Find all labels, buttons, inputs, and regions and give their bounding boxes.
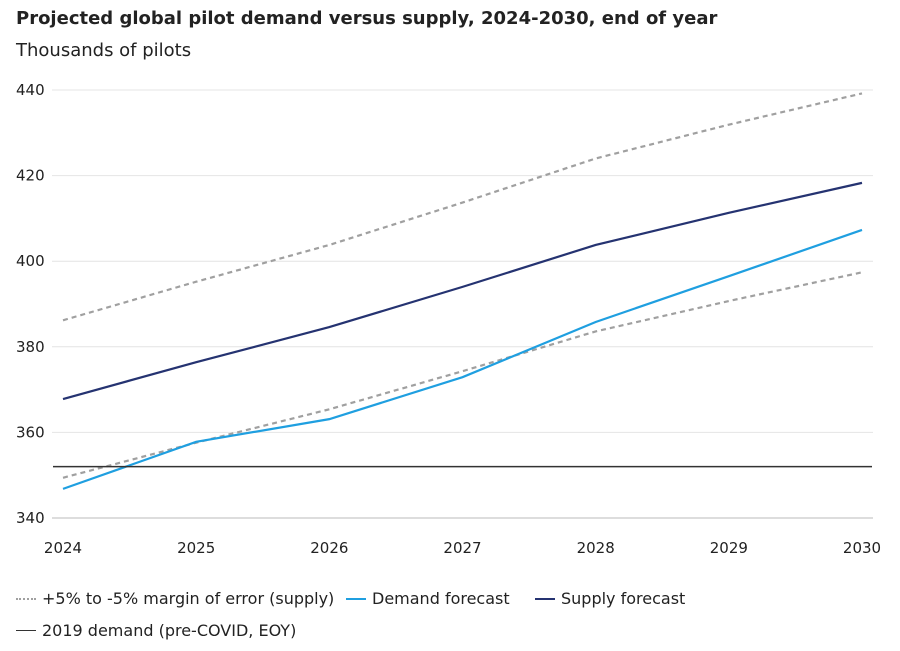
y-tick-label: 440 xyxy=(16,81,45,99)
x-tick-label: 2024 xyxy=(44,539,82,557)
legend-label: +5% to -5% margin of error (supply) xyxy=(42,589,335,608)
legend-label: 2019 demand (pre-COVID, EOY) xyxy=(42,621,297,640)
x-tick-label: 2025 xyxy=(177,539,215,557)
y-tick-label: 360 xyxy=(16,423,45,441)
x-tick-label: 2028 xyxy=(577,539,615,557)
x-tick-label: 2029 xyxy=(710,539,748,557)
series-line-demand xyxy=(62,228,863,490)
y-tick-label: 400 xyxy=(16,252,45,270)
series-line-upper xyxy=(62,92,863,322)
legend-item-supply: Supply forecast xyxy=(535,589,685,608)
chart-title: Projected global pilot demand versus sup… xyxy=(16,8,718,29)
x-tick-label: 2026 xyxy=(310,539,348,557)
series-line-supply xyxy=(62,181,863,401)
y-tick-label: 420 xyxy=(16,167,45,185)
legend-label: Demand forecast xyxy=(372,589,510,608)
legend-item-margin: +5% to -5% margin of error (supply) xyxy=(16,589,334,608)
legend-label: Supply forecast xyxy=(561,589,686,608)
legend-item-demand: Demand forecast xyxy=(346,589,510,608)
x-tick-label: 2027 xyxy=(443,539,481,557)
y-tick-label: 340 xyxy=(16,509,45,527)
chart-subtitle: Thousands of pilots xyxy=(16,40,192,61)
legend-item-2019: 2019 demand (pre-COVID, EOY) xyxy=(16,621,296,640)
y-tick-label: 380 xyxy=(16,338,45,356)
x-tick-label: 2030 xyxy=(843,539,881,557)
